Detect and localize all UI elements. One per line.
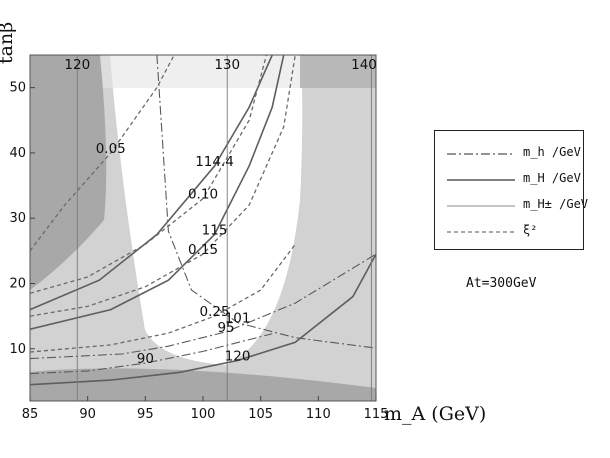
contour-label: 101 [225,311,251,327]
at-annotation: At=300GeV [466,276,537,291]
contour-label: 115 [202,223,228,239]
legend-item-mH: m_H /GeV [435,169,583,191]
dark-corner-lower [30,368,376,401]
contour-label: 90 [137,351,154,367]
y-axis-title: tanβ [0,22,17,64]
y-tick-label: 50 [9,81,26,96]
y-tick-label: 20 [9,276,26,291]
contour-line [30,55,285,330]
contour-line [156,55,376,349]
contour-label: 120 [64,57,90,73]
dark-corner-upper [30,55,107,290]
legend-label-mh: m_h /GeV [523,145,581,159]
contour-line [30,253,376,360]
x-tick-label: 95 [137,407,154,422]
legend-item-xi2: ξ² [435,221,583,243]
contour-label: 140 [351,57,377,73]
legend-item-mh: m_h /GeV [435,143,583,165]
contour-label: 0.10 [188,187,218,203]
contour-line [30,55,268,294]
contour-label: 0.15 [188,242,218,258]
legend-label-mHpm: m_H± /GeV [523,197,589,211]
contour-line [30,253,376,386]
x-tick-label: 110 [306,407,331,422]
x-tick-label: 85 [22,407,39,422]
legend-label-xi2: ξ² [523,223,538,237]
x-axis-title: m_A (GeV) [384,403,486,425]
contour-line [30,243,296,353]
legend-item-mHpm: m_H± /GeV [435,195,588,217]
legend: m_h /GeV m_H /GeV m_H± /GeV ξ² [434,130,588,250]
x-tick-label: 105 [248,407,273,422]
y-tick-label: 40 [9,146,26,161]
dashed-line-icon [447,231,515,233]
contour-curves [30,55,376,401]
x-tick-label: 90 [79,407,96,422]
contour-label: 95 [217,320,234,336]
contour-line [30,55,175,252]
legend-label-mH: m_H /GeV [523,171,581,185]
contour-line [30,333,273,375]
solid-line-icon [447,179,515,181]
y-axis-ticks: 10 20 30 40 50 [9,81,35,357]
contour-label: 114.4 [195,154,234,170]
x-tick-label: 115 [364,407,389,422]
dash-dot-line-icon [447,153,515,155]
thin-line-icon [447,205,515,207]
contour-line [30,55,296,317]
y-tick-label: 30 [9,211,26,226]
x-tick-label: 100 [191,407,216,422]
contour-label: 0.25 [200,304,230,320]
dark-corner-right [300,55,376,88]
inner-allowed-region [110,55,303,365]
contour-label: 130 [214,57,240,73]
y-tick-label: 10 [9,342,26,357]
contour-label: 120 [225,349,251,365]
contour-label: 0.05 [96,141,126,157]
contour-line [30,55,273,311]
shaded-regions [30,55,376,401]
x-axis-ticks: 85 90 95 100 105 110 115 [22,396,389,422]
